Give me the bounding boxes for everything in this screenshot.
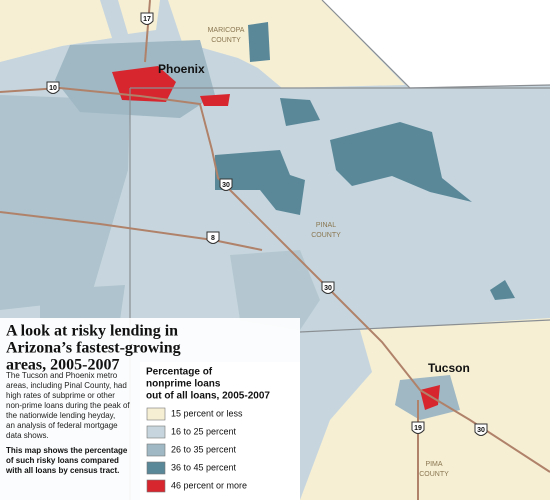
high-area	[330, 122, 472, 202]
highway-number: 19	[414, 425, 422, 432]
place-label: Phoenix	[158, 62, 205, 76]
legend-title: out of all loans, 2005-2007	[146, 391, 270, 402]
legend-box	[140, 362, 300, 500]
place-label: Tucson	[428, 361, 470, 375]
mid-area	[0, 95, 130, 310]
panel-description: non-prime loans during the peak of	[6, 401, 130, 410]
legend-label: 36 to 45 percent	[171, 462, 237, 472]
highway-shield	[219, 178, 233, 191]
high-area	[215, 150, 305, 215]
panel-title: areas, 2005-2007	[6, 357, 119, 374]
highway-shield	[206, 231, 220, 244]
high-area	[248, 22, 270, 62]
panel-description: areas, including Pinal County, had	[6, 381, 127, 390]
legend-swatch	[146, 425, 166, 439]
county-label: PINAL	[316, 222, 336, 229]
county-label: MARICOPA	[208, 27, 245, 34]
panel-note: of such risky loans compared	[6, 456, 119, 465]
panel-description: The Tucson and Phoenix metro	[6, 371, 118, 380]
outside-area	[322, 0, 550, 88]
highway	[144, 0, 151, 63]
highway-number: 8	[211, 235, 215, 242]
label-layer: Phoenix Tucson MARICOPA COUNTY PINAL COUNTY PI…	[5, 12, 488, 493]
highway-number: 30	[324, 285, 332, 292]
high-area	[280, 98, 320, 126]
county-label: COUNTY	[211, 37, 241, 44]
very-high-area	[200, 94, 230, 106]
legend-title: nonprime loans	[146, 379, 221, 390]
legend-title: Percentage of	[146, 367, 213, 378]
very-high-area	[420, 385, 440, 410]
legend-swatch	[146, 407, 166, 421]
mid-area	[40, 285, 125, 320]
legend-swatch	[146, 479, 166, 493]
mid-area	[230, 250, 320, 330]
highway	[0, 211, 263, 251]
high-area	[490, 280, 515, 300]
county-border	[299, 319, 550, 333]
panel-note: This map shows the percentage	[6, 446, 128, 455]
legend-label: 26 to 35 percent	[171, 444, 237, 454]
highway-number: 10	[49, 85, 57, 92]
legend-label: 15 percent or less	[171, 408, 243, 418]
highway-shield	[474, 423, 488, 436]
legend-label: 16 to 25 percent	[171, 426, 237, 436]
very-high-area	[112, 66, 176, 102]
panel-description: high rates of subprime or other	[6, 391, 115, 400]
panel-description: data shows.	[6, 431, 49, 440]
panel-description: the nationwide lending heyday,	[6, 411, 115, 420]
highway	[0, 86, 550, 473]
highway-number: 30	[222, 182, 230, 189]
panel-title: A look at risky lending in	[6, 323, 178, 340]
low-area	[168, 0, 405, 88]
county-label: COUNTY	[419, 471, 449, 478]
highway-shield	[140, 12, 154, 25]
legend-swatch	[146, 443, 166, 457]
highway-shield	[321, 281, 335, 294]
county-label: PIMA	[425, 461, 442, 468]
highway-shield	[411, 421, 425, 434]
low-area	[0, 0, 112, 62]
county-label: COUNTY	[311, 232, 341, 239]
highway-shield	[46, 81, 60, 94]
panel-description: an analysis of federal mortgage	[6, 421, 118, 430]
legend-label: 46 percent or more	[171, 480, 247, 490]
panel-title: Arizona’s fastest-growing	[6, 340, 181, 357]
panel-note: with all loans by census tract.	[5, 466, 119, 475]
legend-swatch	[146, 461, 166, 475]
highway-number: 30	[477, 427, 485, 434]
highway-number: 17	[143, 16, 151, 23]
